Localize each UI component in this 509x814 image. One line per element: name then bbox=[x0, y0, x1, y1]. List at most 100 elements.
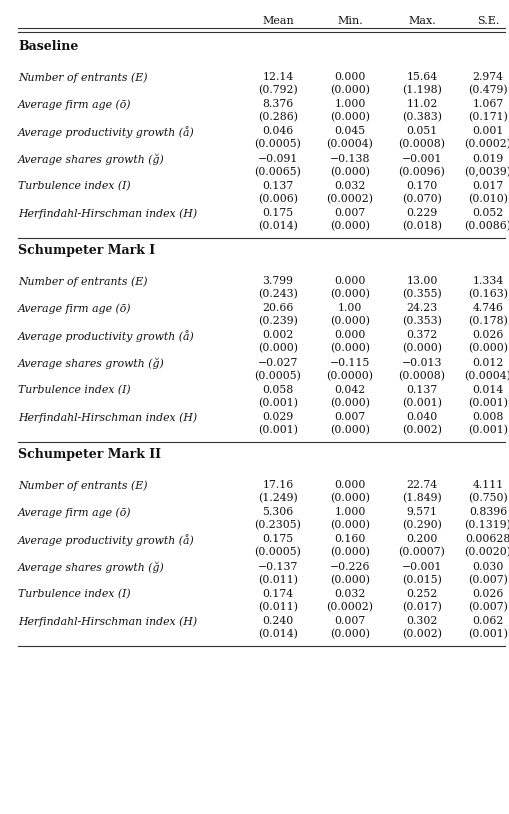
Text: 0.040: 0.040 bbox=[406, 412, 437, 422]
Text: (0.792): (0.792) bbox=[258, 85, 297, 95]
Text: 0.012: 0.012 bbox=[471, 357, 503, 368]
Text: 1.000: 1.000 bbox=[334, 507, 365, 517]
Text: 0.058: 0.058 bbox=[262, 385, 293, 395]
Text: (0.070): (0.070) bbox=[401, 194, 441, 204]
Text: 0.007: 0.007 bbox=[334, 412, 365, 422]
Text: 17.16: 17.16 bbox=[262, 480, 293, 490]
Text: (0.0004): (0.0004) bbox=[326, 139, 373, 150]
Text: 0.240: 0.240 bbox=[262, 616, 293, 626]
Text: (0.290): (0.290) bbox=[401, 520, 441, 531]
Text: (0.007): (0.007) bbox=[467, 575, 507, 585]
Text: (0.0005): (0.0005) bbox=[254, 139, 301, 150]
Text: 0.007: 0.007 bbox=[334, 616, 365, 626]
Text: (0.750): (0.750) bbox=[467, 493, 507, 503]
Text: (0.010): (0.010) bbox=[467, 194, 507, 204]
Text: −0.001: −0.001 bbox=[401, 154, 441, 164]
Text: Average productivity growth (å): Average productivity growth (å) bbox=[18, 535, 194, 546]
Text: 0.062: 0.062 bbox=[471, 616, 503, 626]
Text: (0.0000): (0.0000) bbox=[326, 370, 373, 381]
Text: 0.372: 0.372 bbox=[406, 330, 437, 340]
Text: (0.017): (0.017) bbox=[401, 602, 441, 612]
Text: 0.026: 0.026 bbox=[471, 330, 503, 340]
Text: 0.170: 0.170 bbox=[406, 181, 437, 190]
Text: (0.0002): (0.0002) bbox=[464, 139, 509, 150]
Text: (0.000): (0.000) bbox=[329, 289, 369, 300]
Text: Turbulence index (I): Turbulence index (I) bbox=[18, 385, 130, 395]
Text: Baseline: Baseline bbox=[18, 40, 78, 53]
Text: Average shares growth (ğ): Average shares growth (ğ) bbox=[18, 562, 164, 573]
Text: 0.052: 0.052 bbox=[471, 208, 503, 218]
Text: −0.115: −0.115 bbox=[329, 357, 370, 368]
Text: −0.226: −0.226 bbox=[329, 562, 370, 571]
Text: (0.000): (0.000) bbox=[329, 316, 369, 326]
Text: (0.006): (0.006) bbox=[258, 194, 297, 204]
Text: Average shares growth (ğ): Average shares growth (ğ) bbox=[18, 154, 164, 165]
Text: 0.030: 0.030 bbox=[471, 562, 503, 571]
Text: (0.0007): (0.0007) bbox=[398, 547, 444, 558]
Text: (0.002): (0.002) bbox=[401, 425, 441, 435]
Text: 0.200: 0.200 bbox=[406, 535, 437, 545]
Text: Turbulence index (I): Turbulence index (I) bbox=[18, 589, 130, 599]
Text: 0.302: 0.302 bbox=[406, 616, 437, 626]
Text: (1.849): (1.849) bbox=[401, 493, 441, 503]
Text: 5.306: 5.306 bbox=[262, 507, 293, 517]
Text: Herfindahl-Hirschman index (H): Herfindahl-Hirschman index (H) bbox=[18, 208, 197, 219]
Text: (0.178): (0.178) bbox=[467, 316, 507, 326]
Text: 0.045: 0.045 bbox=[334, 126, 365, 137]
Text: (0.000): (0.000) bbox=[329, 85, 369, 95]
Text: 0.137: 0.137 bbox=[262, 181, 293, 190]
Text: (0.000): (0.000) bbox=[329, 575, 369, 585]
Text: S.E.: S.E. bbox=[476, 16, 498, 26]
Text: (0.001): (0.001) bbox=[467, 398, 507, 408]
Text: (0.000): (0.000) bbox=[258, 344, 297, 354]
Text: (0.163): (0.163) bbox=[467, 289, 507, 300]
Text: 0.160: 0.160 bbox=[334, 535, 365, 545]
Text: −0.138: −0.138 bbox=[329, 154, 370, 164]
Text: 0.000: 0.000 bbox=[334, 276, 365, 286]
Text: 0.051: 0.051 bbox=[406, 126, 437, 137]
Text: (0.000): (0.000) bbox=[329, 398, 369, 408]
Text: (0.000): (0.000) bbox=[329, 547, 369, 558]
Text: 0.000: 0.000 bbox=[334, 72, 365, 82]
Text: Number of entrants (E): Number of entrants (E) bbox=[18, 480, 147, 491]
Text: 0.008: 0.008 bbox=[471, 412, 503, 422]
Text: −0.091: −0.091 bbox=[258, 154, 298, 164]
Text: (0.001): (0.001) bbox=[258, 425, 297, 435]
Text: (0.0004): (0.0004) bbox=[464, 370, 509, 381]
Text: 13.00: 13.00 bbox=[406, 276, 437, 286]
Text: −0.137: −0.137 bbox=[258, 562, 298, 571]
Text: Average firm age (ō): Average firm age (ō) bbox=[18, 303, 131, 313]
Text: (0.001): (0.001) bbox=[467, 629, 507, 639]
Text: 15.64: 15.64 bbox=[406, 72, 437, 82]
Text: 24.23: 24.23 bbox=[406, 303, 437, 313]
Text: Schumpeter Mark II: Schumpeter Mark II bbox=[18, 448, 161, 461]
Text: 1.000: 1.000 bbox=[334, 99, 365, 109]
Text: 0.032: 0.032 bbox=[334, 589, 365, 599]
Text: 4.111: 4.111 bbox=[471, 480, 503, 490]
Text: (0.0096): (0.0096) bbox=[398, 167, 444, 177]
Text: (0.000): (0.000) bbox=[329, 629, 369, 639]
Text: (0.383): (0.383) bbox=[401, 112, 441, 123]
Text: 0.000: 0.000 bbox=[334, 330, 365, 340]
Text: (0.0005): (0.0005) bbox=[254, 547, 301, 558]
Text: (0.0008): (0.0008) bbox=[398, 139, 445, 150]
Text: (0.011): (0.011) bbox=[258, 602, 297, 612]
Text: (0.000): (0.000) bbox=[401, 344, 441, 354]
Text: (0.243): (0.243) bbox=[258, 289, 297, 300]
Text: Mean: Mean bbox=[262, 16, 293, 26]
Text: (1.249): (1.249) bbox=[258, 493, 297, 503]
Text: 0.032: 0.032 bbox=[334, 181, 365, 190]
Text: Schumpeter Mark I: Schumpeter Mark I bbox=[18, 244, 155, 257]
Text: (0.000): (0.000) bbox=[329, 425, 369, 435]
Text: (0,0039): (0,0039) bbox=[464, 167, 509, 177]
Text: 2.974: 2.974 bbox=[471, 72, 502, 82]
Text: (0.014): (0.014) bbox=[258, 221, 297, 231]
Text: 1.334: 1.334 bbox=[471, 276, 503, 286]
Text: (0.0086): (0.0086) bbox=[464, 221, 509, 231]
Text: 9.571: 9.571 bbox=[406, 507, 437, 517]
Text: (0.015): (0.015) bbox=[401, 575, 441, 585]
Text: (0.1319): (0.1319) bbox=[464, 520, 509, 531]
Text: 0.046: 0.046 bbox=[262, 126, 293, 137]
Text: (0.0020): (0.0020) bbox=[464, 547, 509, 558]
Text: (0.001): (0.001) bbox=[401, 398, 441, 408]
